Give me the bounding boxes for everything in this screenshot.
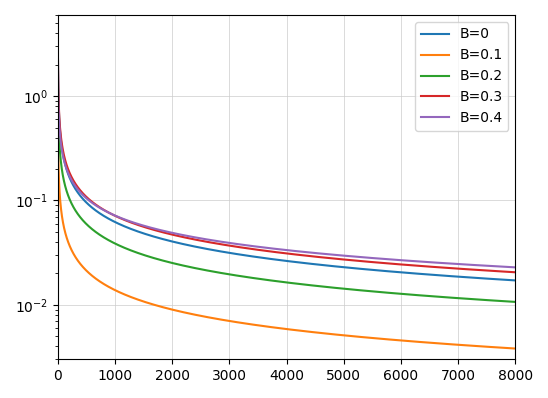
B=0.1 [475,344,482,349]
Line: B=0.1: B=0.1 [58,116,516,349]
B=0.4 [55,68,61,73]
B=0 [475,276,482,281]
B=0.2 [272,279,278,283]
B=0.2 [512,300,519,304]
B=0.3 [512,270,519,275]
B=0.4 [387,257,393,262]
B=0.3 [247,246,253,251]
B=0.2 [475,297,482,302]
B=0 [272,257,278,262]
B=0.3 [387,261,393,266]
B=0 [247,254,253,258]
B=0.1 [55,113,61,118]
B=0 [387,269,393,274]
B=0.1 [498,345,505,350]
B=0.4 [250,244,257,249]
B=0 [512,278,519,283]
B=0.2 [387,291,393,295]
B=0.2 [247,275,253,280]
B=0.4 [498,264,505,269]
B=0.2 [55,78,61,83]
B=0.1 [247,322,253,327]
B=0.4 [512,265,519,270]
B=0 [250,254,257,259]
B=0 [498,277,505,282]
B=0.4 [272,246,278,251]
B=0.3 [498,269,505,274]
B=0.1 [250,322,257,327]
B=0.3 [475,267,482,272]
B=0.4 [247,244,253,248]
B=0.1 [272,325,278,330]
B=0.1 [512,346,519,351]
Line: B=0: B=0 [58,59,516,281]
Line: B=0.2: B=0.2 [58,80,516,302]
B=0.3 [55,55,61,60]
B=0 [55,57,61,61]
Legend: B=0, B=0.1, B=0.2, B=0.3, B=0.4: B=0, B=0.1, B=0.2, B=0.3, B=0.4 [415,22,509,131]
Line: B=0.4: B=0.4 [58,71,516,267]
B=0.2 [498,298,505,303]
Line: B=0.3: B=0.3 [58,58,516,272]
B=0.4 [475,263,482,268]
B=0.1 [387,337,393,342]
B=0.2 [250,276,257,281]
B=0.3 [250,247,257,252]
B=0.3 [272,250,278,254]
